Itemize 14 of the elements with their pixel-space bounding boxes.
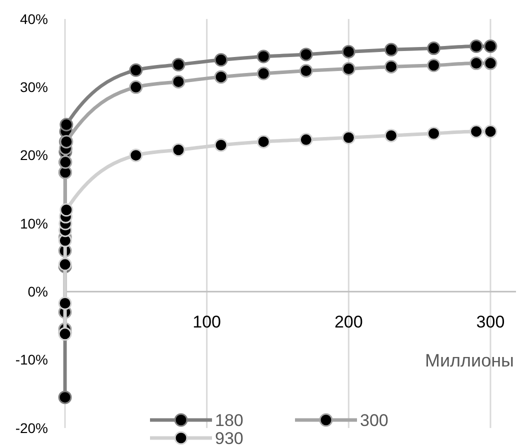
x-tick-label: 100 bbox=[192, 312, 222, 332]
legend-label: 300 bbox=[360, 410, 388, 430]
x-tick-label: 200 bbox=[334, 312, 363, 332]
y-tick-label: 40% bbox=[20, 10, 48, 27]
y-tick-label: 10% bbox=[20, 215, 48, 232]
x-axis-title: Миллионы bbox=[425, 350, 514, 371]
y-tick-label: -10% bbox=[15, 352, 48, 368]
y-tick-label: -20% bbox=[15, 420, 48, 436]
x-tick-label: 300 bbox=[476, 312, 505, 332]
y-tick-label: 30% bbox=[20, 79, 48, 96]
legend-label: 930 bbox=[215, 428, 244, 448]
y-tick-label: 20% bbox=[20, 147, 48, 164]
y-tick-label: 0% bbox=[28, 284, 48, 300]
legend-label: 180 bbox=[215, 410, 244, 430]
